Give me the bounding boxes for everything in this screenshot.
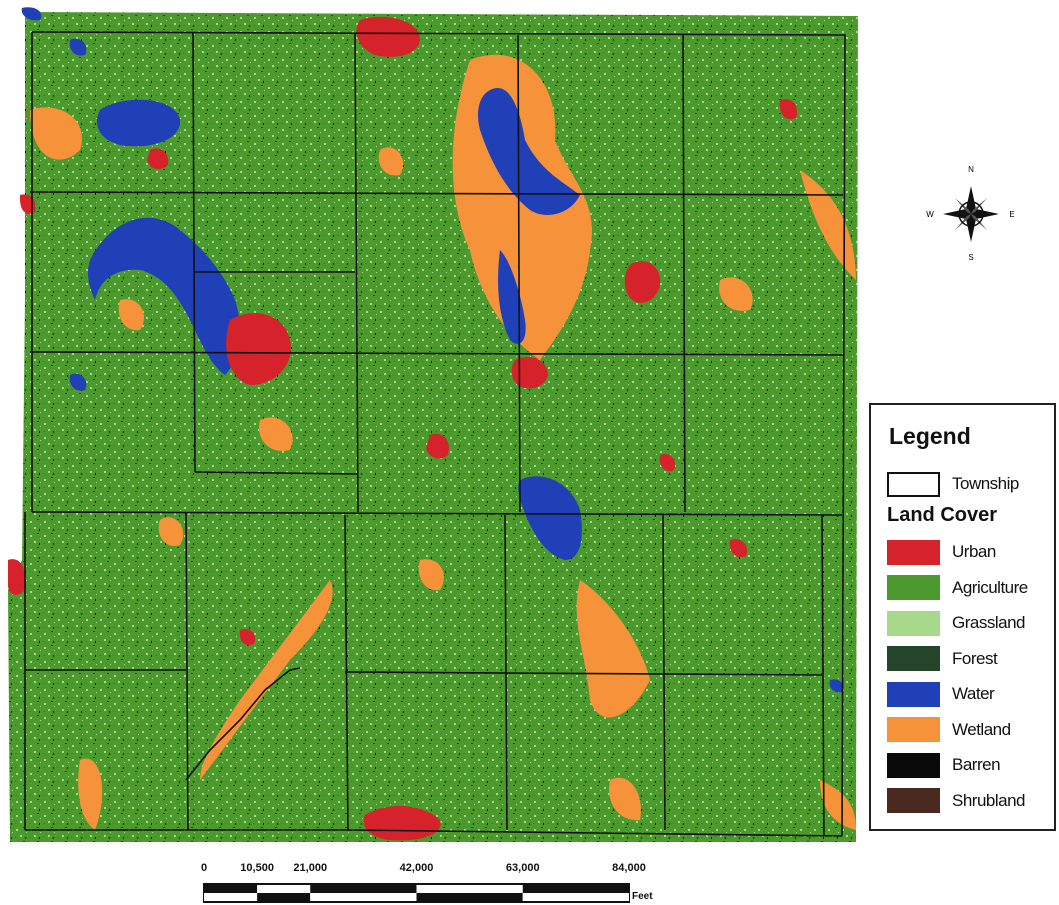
scale-segment-bottom bbox=[310, 893, 417, 901]
legend-item-grassland: Grassland bbox=[887, 610, 1025, 636]
scale-segment-bottom bbox=[416, 893, 523, 901]
scale-segment-bottom bbox=[522, 893, 629, 901]
legend-label: Shrubland bbox=[952, 790, 1026, 810]
legend-label: Barren bbox=[952, 755, 1001, 774]
scale-segment-bottom bbox=[257, 893, 311, 901]
north-arrow: N S W E bbox=[926, 162, 1016, 262]
scale-segment-top bbox=[310, 885, 417, 893]
north-label: N bbox=[968, 165, 974, 174]
scale-segment-top bbox=[416, 885, 523, 893]
legend-label: Agriculture bbox=[952, 577, 1028, 597]
legend-item-urban: Urban bbox=[887, 539, 996, 565]
south-label: S bbox=[968, 253, 973, 262]
legend-item-barren: Barren bbox=[887, 752, 1001, 778]
water-areas bbox=[21, 7, 844, 693]
map-legend: Legend Township Land Cover Urban Agricult… bbox=[869, 403, 1056, 831]
scale-bar-graphic bbox=[203, 883, 630, 903]
legend-item-township: Township bbox=[887, 471, 1019, 497]
scale-tick-label: 42,000 bbox=[399, 862, 434, 874]
scale-tick-label: 10,500 bbox=[240, 862, 274, 874]
legend-item-wetland: Wetland bbox=[887, 717, 1011, 743]
legend-item-agriculture: Agriculture bbox=[887, 575, 1028, 601]
township-boundaries bbox=[24, 31, 846, 837]
scale-tick-label: 84,000 bbox=[612, 862, 646, 874]
legend-label: Water bbox=[952, 684, 995, 703]
legend-item-shrubland: Shrubland bbox=[887, 788, 1026, 814]
land-cover-title: Land Cover bbox=[887, 504, 998, 526]
barren-swatch bbox=[887, 752, 940, 778]
scale-tick-label: 63,000 bbox=[505, 862, 540, 874]
shrubland-swatch bbox=[887, 788, 940, 813]
legend-title: Legend bbox=[889, 423, 971, 449]
scale-unit: Feet bbox=[632, 891, 653, 902]
legend-label: Township bbox=[952, 474, 1019, 493]
compass-rose-icon: N S W E bbox=[926, 165, 1014, 262]
township-swatch bbox=[887, 471, 940, 497]
legend-label: Grassland bbox=[952, 613, 1025, 632]
agriculture-swatch bbox=[887, 575, 940, 600]
water-swatch bbox=[887, 681, 940, 707]
legend-label: Urban bbox=[952, 542, 996, 561]
west-label: W bbox=[926, 210, 934, 219]
urban-swatch bbox=[887, 539, 940, 565]
scale-tick-label: 0 bbox=[200, 862, 208, 874]
legend-label: Wetland bbox=[952, 719, 1011, 739]
legend-label: Forest bbox=[952, 648, 998, 668]
urban-areas bbox=[8, 16, 798, 841]
scale-segment-bottom bbox=[204, 893, 258, 901]
scale-segment-top bbox=[257, 885, 311, 893]
forest-swatch bbox=[887, 646, 940, 671]
wetland-swatch bbox=[887, 717, 940, 742]
agriculture-area bbox=[8, 12, 858, 842]
scale-tick-label: 21,000 bbox=[293, 862, 328, 874]
east-label: E bbox=[1009, 210, 1014, 219]
legend-item-water: Water bbox=[887, 681, 995, 707]
scale-bar: 0 10,500 21,000 42,000 63,000 84,000 Feet bbox=[196, 862, 666, 905]
grassland-swatch bbox=[887, 610, 940, 636]
scale-segment-top bbox=[204, 885, 258, 893]
scale-segment-top bbox=[522, 885, 629, 893]
legend-item-forest: Forest bbox=[887, 646, 998, 672]
